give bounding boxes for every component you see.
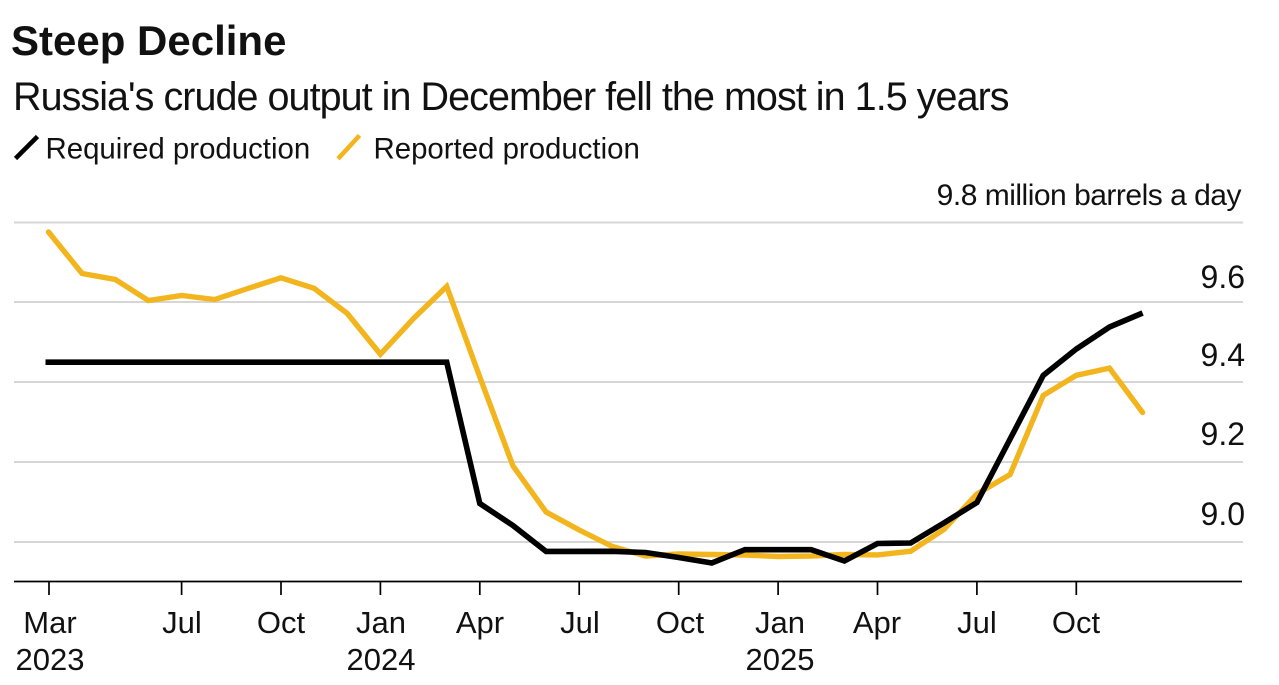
svg-text:Jan: Jan [755, 605, 805, 640]
svg-text:9.0: 9.0 [1201, 496, 1245, 532]
svg-text:Apr: Apr [853, 605, 901, 640]
svg-text:Oct: Oct [257, 605, 306, 640]
svg-text:Oct: Oct [1052, 605, 1101, 640]
svg-text:Jul: Jul [162, 605, 202, 640]
svg-text:Required production: Required production [46, 133, 311, 166]
svg-text:2023: 2023 [16, 642, 85, 677]
svg-text:Oct: Oct [656, 605, 705, 640]
svg-text:Russia's crude output in Decem: Russia's crude output in December fell t… [13, 75, 1009, 119]
svg-text:Jan: Jan [356, 605, 406, 640]
svg-text:Jul: Jul [560, 605, 600, 640]
svg-text:9.6: 9.6 [1201, 259, 1245, 295]
svg-text:9.8 million barrels a day: 9.8 million barrels a day [937, 179, 1242, 212]
svg-text:2024: 2024 [347, 642, 416, 677]
svg-text:Apr: Apr [456, 605, 504, 640]
svg-text:Mar: Mar [23, 605, 76, 640]
svg-text:Steep Decline: Steep Decline [11, 17, 286, 64]
svg-text:2025: 2025 [746, 642, 815, 677]
svg-text:9.4: 9.4 [1201, 337, 1245, 373]
svg-text:Reported production: Reported production [374, 133, 640, 166]
svg-text:9.2: 9.2 [1201, 416, 1245, 452]
svg-text:Jul: Jul [957, 605, 997, 640]
